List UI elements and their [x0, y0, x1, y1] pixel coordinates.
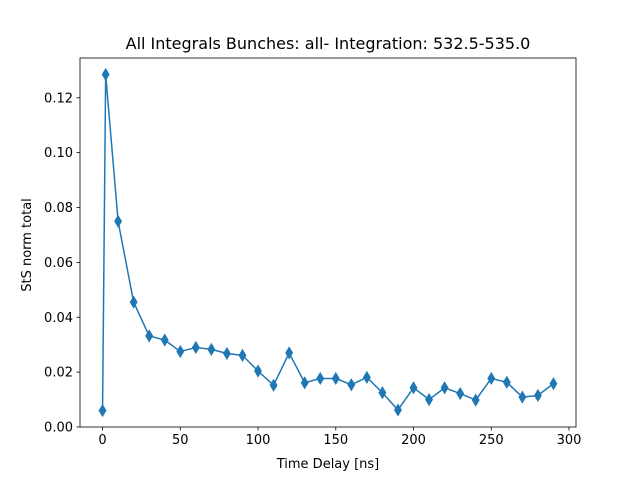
x-tick-label: 0 — [98, 433, 106, 448]
data-point-marker — [487, 371, 496, 386]
y-tick-label: 0.00 — [44, 421, 73, 436]
data-point-marker — [98, 403, 107, 418]
data-point-marker — [533, 388, 542, 403]
x-tick-label: 100 — [246, 433, 271, 448]
data-point-marker — [129, 295, 138, 309]
x-axis-label: Time Delay [ns] — [276, 457, 380, 472]
data-point-marker — [331, 371, 340, 386]
tick-layer: 0 50 100 150 200 250 300 0.00 0.02 0.04 0.06 0.08 0.… — [44, 91, 581, 448]
x-tick-label: 250 — [479, 433, 504, 448]
chart-title: All Integrals Bunches: all- Integration:… — [126, 34, 531, 53]
x-tick-label: 150 — [323, 433, 348, 448]
data-point-marker — [269, 378, 278, 392]
x-tick-label: 300 — [557, 433, 582, 448]
data-point-marker — [394, 403, 402, 417]
data-point-marker — [316, 371, 325, 386]
x-tick-label: 50 — [172, 433, 189, 448]
data-point-marker — [456, 386, 465, 401]
y-tick-label: 0.04 — [44, 311, 73, 326]
data-point-marker — [549, 377, 558, 391]
data-point-marker — [238, 348, 247, 362]
data-point-marker — [101, 67, 110, 82]
data-point-marker — [362, 370, 371, 384]
data-point-marker — [518, 390, 527, 404]
y-axis-label: StS norm total — [20, 198, 35, 292]
data-point-marker — [207, 342, 216, 356]
plot-frame — [79, 57, 577, 428]
data-point-marker — [176, 344, 185, 359]
data-point-marker — [145, 329, 154, 343]
data-point-marker — [378, 386, 387, 400]
y-tick-label: 0.10 — [44, 146, 73, 161]
data-point-marker — [254, 364, 262, 378]
y-tick-label: 0.12 — [44, 91, 73, 106]
data-point-marker — [222, 346, 231, 361]
y-tick-label: 0.06 — [44, 256, 73, 271]
y-tick-label: 0.02 — [44, 366, 73, 381]
data-point-marker — [285, 346, 294, 360]
data-point-marker — [191, 340, 200, 355]
data-point-marker — [347, 378, 356, 392]
data-point-marker — [409, 381, 418, 395]
y-tick-label: 0.08 — [44, 201, 73, 216]
data-point-marker — [114, 214, 123, 228]
plot-area — [80, 58, 576, 427]
data-point-marker — [502, 375, 511, 389]
series-layer — [98, 67, 558, 418]
x-tick-label: 200 — [401, 433, 426, 448]
data-point-marker — [440, 381, 449, 395]
data-point-marker — [160, 333, 169, 347]
data-point-marker — [471, 393, 480, 407]
data-point-marker — [425, 392, 434, 407]
data-point-marker — [300, 376, 309, 390]
